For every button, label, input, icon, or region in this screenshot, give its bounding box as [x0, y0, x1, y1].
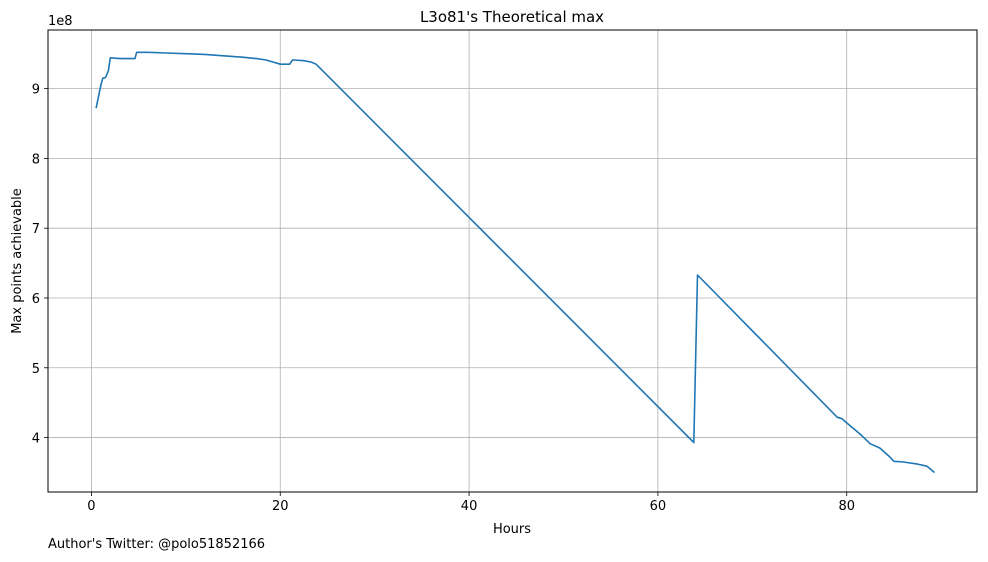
y-axis-label: Max points achievable — [10, 188, 25, 334]
plot-frame — [47, 29, 978, 493]
y-tick-label: 8 — [32, 152, 40, 167]
y-tick-label: 5 — [32, 362, 40, 377]
gridlines — [48, 30, 977, 492]
x-axis: 0 20 40 60 80 — [87, 492, 855, 514]
x-axis-label: Hours — [493, 522, 531, 537]
y-axis: 4 5 6 7 8 9 — [32, 83, 48, 447]
x-tick-label: 80 — [838, 499, 855, 514]
x-tick-label: 40 — [461, 499, 478, 514]
chart-title: L3o81's Theoretical max — [420, 8, 604, 26]
y-tick-label: 9 — [32, 83, 40, 98]
x-tick-label: 0 — [87, 499, 95, 514]
y-tick-label: 4 — [32, 432, 40, 447]
y-offset-label: 1e8 — [48, 14, 73, 29]
y-tick-label: 6 — [32, 292, 40, 307]
author-credit: Author's Twitter: @polo51852166 — [48, 537, 266, 552]
x-tick-label: 60 — [650, 499, 667, 514]
series-lines — [95, 51, 936, 474]
y-tick-label: 7 — [32, 222, 40, 237]
series-line-0 — [95, 51, 936, 474]
x-tick-label: 20 — [272, 499, 289, 514]
